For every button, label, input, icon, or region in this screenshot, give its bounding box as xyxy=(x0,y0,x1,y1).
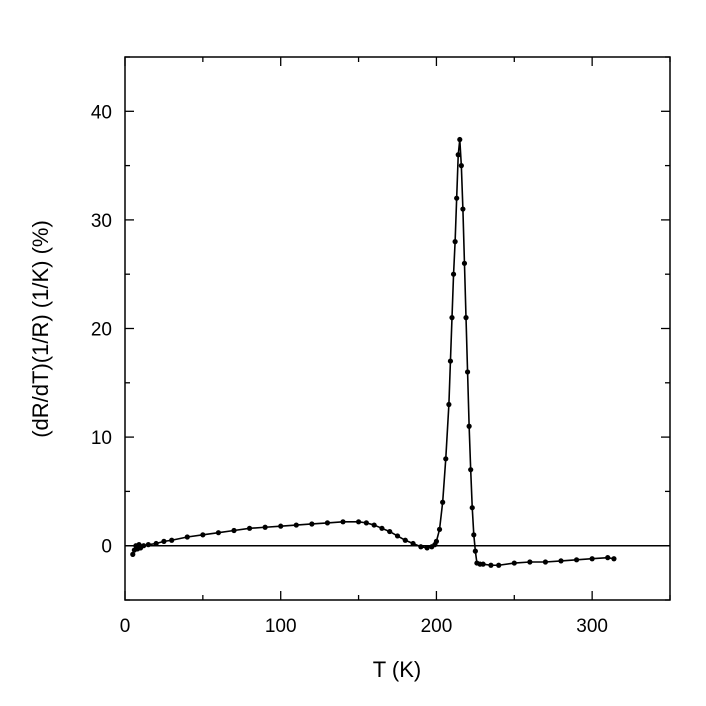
data-point xyxy=(472,548,478,554)
data-point xyxy=(278,523,284,529)
data-point xyxy=(454,195,460,201)
y-tick-label: 40 xyxy=(91,102,112,123)
data-point xyxy=(436,526,443,533)
data-point xyxy=(488,562,494,568)
data-point xyxy=(424,545,430,551)
data-point xyxy=(447,358,454,364)
data-point xyxy=(355,519,362,525)
data-point xyxy=(440,499,446,505)
tick-labels: 0 100 200 300 0 10 20 30 40 xyxy=(91,102,608,637)
data-point xyxy=(542,559,549,565)
axis-ticks xyxy=(124,56,671,601)
data-point xyxy=(371,522,377,528)
plot-frame xyxy=(124,56,671,601)
data-point xyxy=(460,206,466,212)
data-point xyxy=(433,538,440,544)
data-point xyxy=(363,520,369,526)
data-point xyxy=(379,525,385,531)
data-point xyxy=(527,559,533,565)
y-tick-label: 0 xyxy=(101,537,112,558)
x-tick-label: 0 xyxy=(120,616,131,637)
data-point xyxy=(324,520,331,526)
data-point xyxy=(589,556,595,562)
data-point xyxy=(161,538,167,544)
data-point xyxy=(394,533,401,539)
y-tick-label: 10 xyxy=(91,428,112,449)
data-point xyxy=(340,519,346,525)
data-point xyxy=(387,528,393,535)
x-tick-label: 300 xyxy=(576,616,608,637)
data-point xyxy=(605,555,611,561)
data-point xyxy=(611,556,617,562)
data-point xyxy=(496,562,502,568)
data-point xyxy=(246,525,253,531)
x-tick-label: 200 xyxy=(421,616,453,637)
data-point xyxy=(443,456,449,462)
data-point xyxy=(458,163,464,169)
data-point xyxy=(466,423,472,429)
data-point xyxy=(469,505,475,511)
data-point xyxy=(169,537,175,543)
data-point xyxy=(418,544,424,550)
data-point xyxy=(200,532,206,538)
y-tick-label: 20 xyxy=(91,320,112,341)
y-axis-title: (dR/dT)(1/R) (1/K) (%) xyxy=(28,220,53,438)
data-point xyxy=(455,152,461,158)
data-point xyxy=(573,557,580,563)
data-point xyxy=(446,401,452,408)
data-point xyxy=(468,467,474,473)
data-point xyxy=(463,315,469,321)
data-point xyxy=(402,537,408,543)
y-tick-label: 30 xyxy=(91,211,112,232)
data-point xyxy=(511,560,517,566)
data-point xyxy=(464,369,471,375)
data-point xyxy=(231,527,237,534)
x-axis-title: T (K) xyxy=(373,657,421,682)
data-point xyxy=(184,534,190,540)
data-point xyxy=(262,524,268,530)
data-point xyxy=(461,260,468,266)
data-point xyxy=(480,561,486,567)
data-point xyxy=(410,540,416,547)
series-line xyxy=(132,138,615,567)
data-point xyxy=(215,530,222,536)
data-point xyxy=(145,542,151,548)
data-point xyxy=(558,558,564,564)
data-point xyxy=(130,551,136,557)
data-point xyxy=(141,543,147,549)
series-curve xyxy=(130,136,617,568)
data-point xyxy=(293,522,299,528)
x-tick-label: 100 xyxy=(265,616,297,637)
data-point xyxy=(309,521,315,527)
data-point xyxy=(471,532,477,538)
data-point xyxy=(452,239,458,245)
data-point xyxy=(457,136,463,143)
data-point xyxy=(153,540,159,547)
data-point xyxy=(449,315,455,321)
data-point xyxy=(450,271,457,277)
